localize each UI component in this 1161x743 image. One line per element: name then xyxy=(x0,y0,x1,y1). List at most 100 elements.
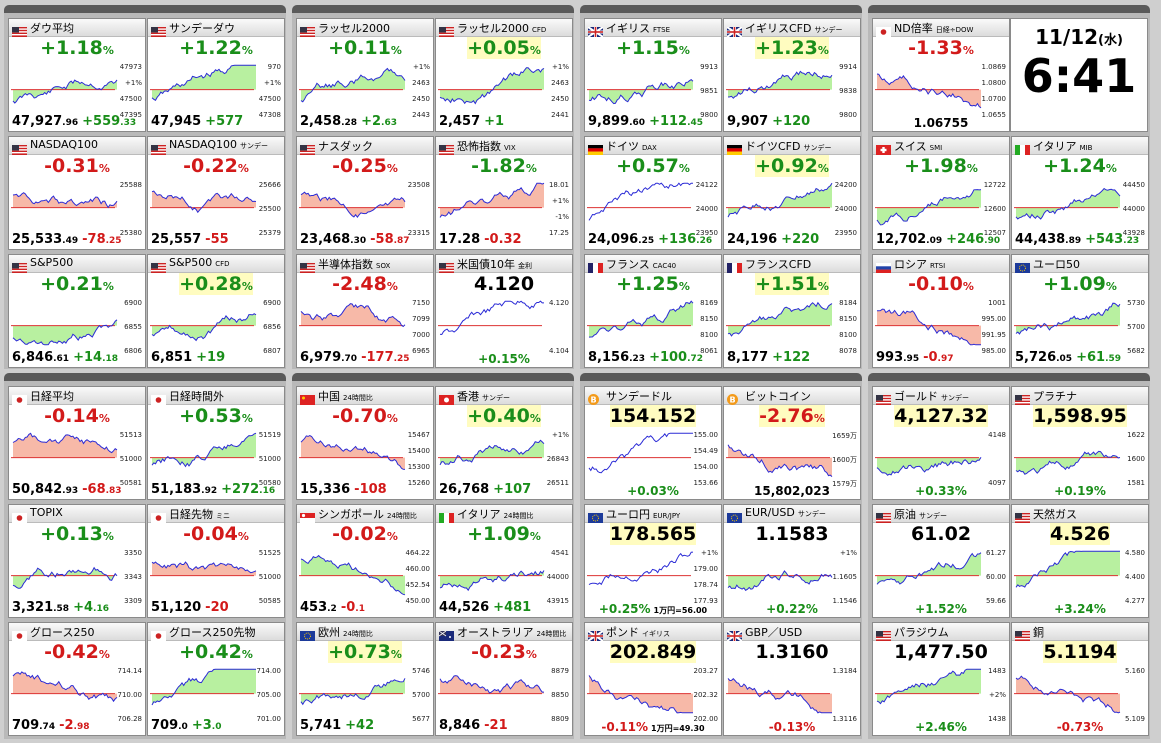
market-tile-44[interactable]: ポンド イギリス 203.27 202.32 202.00 202.849 -0.11% 1万… xyxy=(584,622,722,736)
sparkline-area xyxy=(152,669,256,705)
market-tile-40[interactable]: グロース250 714.14 710.00 706.28 -0.42% 709.74 -2.… xyxy=(8,622,146,736)
market-tile-34[interactable]: シンガポール 24時間比 464.22 460.00 452.54 450.00 -0.02… xyxy=(296,504,434,618)
tile-sparkline-chart xyxy=(438,300,544,336)
market-tile-39[interactable]: 天然ガス 4.580 4.400 4.277 4.526 +3.24% xyxy=(1011,504,1149,618)
market-tile-8[interactable]: NASDAQ100 25588 25380 -0.31% 25,533.49 -78.25 xyxy=(8,136,146,250)
change-integer: -20 xyxy=(205,600,229,615)
market-tile-41[interactable]: グロース250先物 714.00 705.00 701.00 +0.42% 709.0 +3… xyxy=(147,622,285,736)
sparkline-line xyxy=(300,678,406,706)
chart-axis-label: 714.14 xyxy=(117,667,143,675)
change-decimal: .72 xyxy=(687,354,704,364)
market-tile-4[interactable]: ラッセル2000 CFD +1% 2463 2450 2441 +0.05% 2,457 +1 xyxy=(435,18,573,132)
tile-name-text: グロース250先物 xyxy=(169,626,256,639)
market-tile-33[interactable]: 日経先物 ミニ 51525 51000 50585 -0.04% 51,120 -20 xyxy=(147,504,285,618)
market-tile-22[interactable]: ロシア RTSI 1001 995.00 991.95 985.00 -0.10% 993.9… xyxy=(872,254,1010,368)
market-tile-17[interactable]: S&P500 CFD 6900 6856 6807 +0.28% 6,851 +19 xyxy=(147,254,285,368)
market-tile-38[interactable]: 原油 サンデー 61.27 60.00 59.66 61.02 +1.52% xyxy=(872,504,1010,618)
tile-sparkline-chart xyxy=(438,439,545,466)
tile-footer-value: 709.74 -2.98 xyxy=(12,718,90,733)
tile-change-percent: -0.25% xyxy=(301,155,429,177)
sparkline-line xyxy=(1015,550,1120,588)
market-tile-6[interactable]: イギリスCFD サンデー 9914 9838 9800 +1.23% 9,907 +120 xyxy=(723,18,861,132)
chart-axis-label: +2% xyxy=(989,691,1006,699)
market-tile-26[interactable]: 中国 24時間比 15467 15400 15300 15260 -0.70% 15,336-… xyxy=(296,386,434,500)
tile-name: 銅 xyxy=(1033,624,1044,640)
market-tile-45[interactable]: GBP／USD 1.3184 1.3116 1.3160 -0.13% xyxy=(723,622,861,736)
us-flag-icon xyxy=(300,258,315,273)
market-tile-36[interactable]: ユーロ円 EUR/JPY +1% 179.00 178.74 177.93 178.565 +… xyxy=(584,504,722,618)
percent-sign: % xyxy=(966,162,978,175)
change-decimal: .63 xyxy=(381,118,397,128)
market-tile-42[interactable]: 欧州 24時間比 5746 5700 5677 +0.73% 5,741 +42 xyxy=(296,622,434,736)
market-tile-7[interactable]: ND倍率 日経÷DOW 1.0869 1.0800 1.0700 1.0655 -1.33%… xyxy=(872,18,1010,132)
chart-axis-label: 23950 xyxy=(695,229,718,237)
tile-change-percent: +1.98% xyxy=(877,155,1005,177)
market-tile-9[interactable]: NASDAQ100 サンデー 25666 25500 25379 -0.22% 25,557… xyxy=(147,136,285,250)
tile-footer-value: 709.0 +3.0 xyxy=(151,718,221,733)
market-tile-20[interactable]: フランス CAC40 8169 8150 8100 8061 +1.25% 8,156.23 +… xyxy=(584,254,722,368)
market-tile-31[interactable]: プラチナ 1622 1600 1581 1,598.95 +0.19% xyxy=(1011,386,1149,500)
jp-flag-icon xyxy=(876,22,891,37)
tile-sparkline-chart xyxy=(587,300,694,338)
market-tile-30[interactable]: ゴールド サンデー 4148 4097 4,127.32 +0.33% xyxy=(872,386,1010,500)
market-tile-1[interactable]: ダウ平均 47973 +1% 47500 47395 +1.18% 47,927.96 +55… xyxy=(8,18,146,132)
market-tile-28[interactable]: B サンデードル 155.00 154.49 154.00 153.66 154.152 +0… xyxy=(584,386,722,500)
market-tile-18[interactable]: 半導体指数 SOX 7150 7099 7000 6965 -2.48% 6,979.70 -1… xyxy=(296,254,434,368)
us-flag-icon xyxy=(439,22,454,37)
chart-axis-label: 18.01 xyxy=(548,181,569,189)
tile-footer-value: 6,979.70 -177.25 xyxy=(300,350,410,365)
market-tile-14[interactable]: スイス SMI 12722 12600 12507 +1.98% 12,702.09 +246… xyxy=(872,136,1010,250)
us-flag-icon xyxy=(12,258,27,273)
tile-sparkline-chart xyxy=(299,303,406,328)
tile-name: 中国 24時間比 xyxy=(318,388,373,404)
jp-flag-icon xyxy=(12,626,27,641)
clock-time: 6:41 xyxy=(1021,49,1137,103)
tile-name-text: イタリア xyxy=(457,508,501,521)
market-tile-19[interactable]: 米国債10年 金利 4.120 4.104 4.120 +0.15% xyxy=(435,254,573,368)
market-tile-23[interactable]: ユーロ50 5730 5700 5682 +1.09% 5,726.05 +61.59 xyxy=(1011,254,1149,368)
tile-percent-value: +1.23 xyxy=(755,37,818,59)
sparkline-area xyxy=(728,302,832,336)
chart-axis-label: 4.400 xyxy=(1124,573,1145,581)
market-tile-21[interactable]: フランスCFD 8184 8150 8100 8078 +1.51% 8,177 +122 xyxy=(723,254,861,368)
tile-name: 原油 サンデー xyxy=(894,506,947,522)
tile-percent-value: -0.23 xyxy=(471,641,526,663)
market-tile-46[interactable]: パラジウム 1483 +2% 1438 1,477.50 +2.46% xyxy=(872,622,1010,736)
market-tile-2[interactable]: サンデーダウ 970 +1% 47500 47308 +1.22% 47,945 +577 xyxy=(147,18,285,132)
tile-name: ND倍率 日経÷DOW xyxy=(894,20,973,36)
price-integer: 15,336 xyxy=(300,482,351,497)
tile-change-percent: 1.1583 xyxy=(728,523,856,545)
market-tile-16[interactable]: S&P500 6900 6855 6806 +0.21% 6,846.61 +14.18 xyxy=(8,254,146,368)
price-integer: 25,557 xyxy=(151,232,202,247)
market-tile-27[interactable]: 香港 サンデー +1% 26843 26511 +0.40% 26,768 +107 xyxy=(435,386,573,500)
market-tile-32[interactable]: TOPIX 3350 3343 3309 +0.13% 3,321.58 +4.16 xyxy=(8,504,146,618)
market-tile-29[interactable]: B ビットコイン 1659万 1600万 1579万 -2.76% 15,802,023 xyxy=(723,386,861,500)
tile-header: ラッセル2000 xyxy=(297,19,433,37)
chart-axis-label: 1579万 xyxy=(832,480,857,488)
sparkline-area xyxy=(1016,551,1120,588)
tile-footer-value: 25,557 -55 xyxy=(151,232,229,247)
market-tile-24[interactable]: 日経平均 51513 51000 50581 -0.14% 50,842.93 -68.83 xyxy=(8,386,146,500)
tile-percent-value: +0.28 xyxy=(179,273,242,295)
market-tile-35[interactable]: イタリア 24時間比 4541 44000 43915 +1.09% 44,526 +481 xyxy=(435,504,573,618)
market-tile-47[interactable]: 銅 5.160 5.109 5.1194 -0.73% xyxy=(1011,622,1149,736)
percent-sign: % xyxy=(525,648,537,661)
tile-subname: 日経÷DOW xyxy=(935,26,974,34)
tile-header: シンガポール 24時間比 xyxy=(297,505,433,523)
market-tile-3[interactable]: ラッセル2000 +1% 2463 2450 2443 +0.11% 2,458.28 +2.… xyxy=(296,18,434,132)
chart-axis-label: +1% xyxy=(552,197,569,205)
market-tile-13[interactable]: ドイツCFD サンデー 24200 24000 23950 +0.92% 24,196 +22… xyxy=(723,136,861,250)
market-tile-37[interactable]: EUR/USD サンデー +1% 1.1605 1.1546 1.1583 +0.22% xyxy=(723,504,861,618)
market-tile-25[interactable]: 日経時間外 51519 51000 50580 +0.53% 51,183.92 +272.… xyxy=(147,386,285,500)
market-tile-10[interactable]: ナスダック 23508 23315 -0.25% 23,468.30 -58.87 xyxy=(296,136,434,250)
market-tile-12[interactable]: ドイツ DAX 24122 24000 23950 +0.57% 24,096.25 +136… xyxy=(584,136,722,250)
market-tile-43[interactable]: オーストラリア 24時間比 8879 8850 8809 -0.23% 8,846 -21 xyxy=(435,622,573,736)
price-integer: 6,979 xyxy=(300,350,342,365)
market-tile-11[interactable]: 恐怖指数 VIX 18.01 +1% -1% 17.25 -1.82% 17.28 -0.32 xyxy=(435,136,573,250)
tile-footer-value: 993.95 -0.97 xyxy=(876,350,954,365)
percent-sign: % xyxy=(813,412,825,425)
market-tile-15[interactable]: イタリア MIB 44450 44000 43928 +1.24% 44,438.89 +54… xyxy=(1011,136,1149,250)
market-tile-5[interactable]: イギリス FTSE 9913 9851 9800 +1.15% 9,899.60 +112.4… xyxy=(584,18,722,132)
tile-footer-value: -0.13% xyxy=(724,720,860,734)
sparkline-area xyxy=(589,675,693,713)
